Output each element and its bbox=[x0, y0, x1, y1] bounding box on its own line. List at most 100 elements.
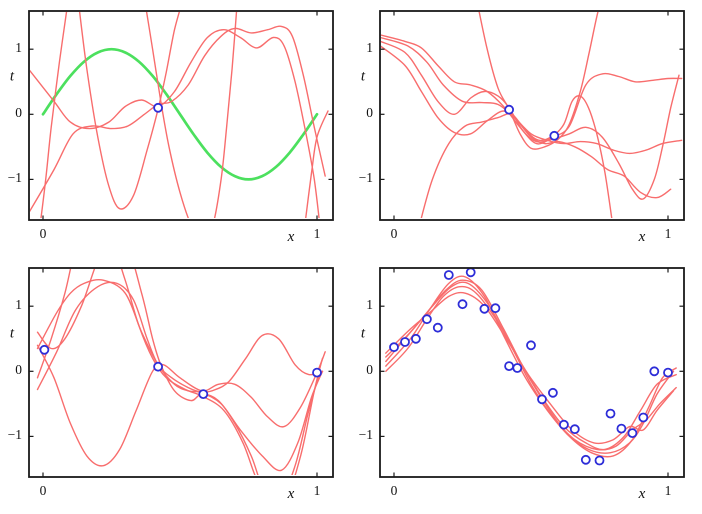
x-axis-label: x bbox=[638, 229, 646, 245]
plot-top-left: 1 0 −1 t 0 1 x bbox=[8, 10, 334, 245]
x-tick-label: 0 bbox=[40, 226, 47, 241]
y-tick-label: 0 bbox=[15, 362, 22, 377]
curves-layer bbox=[30, 12, 329, 218]
sample-curve bbox=[381, 40, 680, 200]
data-point bbox=[616, 423, 627, 434]
sample-curve bbox=[478, 12, 599, 150]
curves-layer bbox=[36, 269, 326, 475]
y-axis-label: t bbox=[10, 68, 15, 84]
sample-curve bbox=[381, 34, 683, 145]
sample-curve bbox=[385, 291, 675, 445]
data-point bbox=[490, 303, 501, 314]
y-tick-label: 1 bbox=[366, 297, 373, 312]
points-layer bbox=[389, 267, 673, 466]
sample-curve bbox=[420, 95, 613, 218]
x-tick-label: 0 bbox=[391, 226, 398, 241]
points-layer bbox=[153, 102, 164, 113]
data-point bbox=[389, 342, 399, 353]
x-tick-label: 1 bbox=[314, 483, 321, 498]
y-tick-label: −1 bbox=[359, 427, 373, 442]
plot-frame bbox=[28, 267, 334, 478]
panel-top-right: 1 0 −1 t 0 1 x bbox=[351, 0, 702, 257]
axis-layer bbox=[380, 268, 684, 477]
plot-top-right: 1 0 −1 t 0 1 x bbox=[359, 10, 685, 245]
y-tick-label: −1 bbox=[359, 170, 373, 185]
sample-curve bbox=[36, 281, 324, 393]
data-point bbox=[569, 424, 580, 435]
sample-curve bbox=[145, 12, 238, 218]
sample-curve bbox=[381, 45, 672, 199]
panel-top-left: 1 0 −1 t 0 1 x bbox=[0, 0, 351, 257]
sample-curve bbox=[381, 36, 683, 155]
truth-curve bbox=[41, 47, 319, 181]
data-point bbox=[504, 104, 515, 115]
y-tick-label: 1 bbox=[366, 40, 373, 55]
data-point bbox=[198, 389, 209, 400]
x-tick-label: 0 bbox=[40, 483, 47, 498]
data-point bbox=[479, 303, 490, 314]
data-point bbox=[443, 270, 454, 280]
y-tick-label: −1 bbox=[8, 427, 22, 442]
plot-frame bbox=[379, 267, 685, 478]
data-point bbox=[594, 455, 605, 466]
axis-layer bbox=[380, 11, 684, 220]
points-layer bbox=[39, 344, 322, 400]
data-point bbox=[663, 367, 673, 378]
data-point bbox=[432, 322, 443, 333]
y-tick-label: 0 bbox=[366, 362, 373, 377]
data-point bbox=[512, 363, 523, 373]
plot-frame bbox=[379, 10, 685, 221]
sample-curve bbox=[40, 12, 68, 218]
data-point bbox=[312, 367, 322, 378]
x-tick-label: 1 bbox=[665, 483, 672, 498]
sample-curve bbox=[36, 344, 326, 467]
sample-curve bbox=[30, 25, 326, 213]
sample-curve bbox=[78, 12, 181, 210]
sample-curve bbox=[36, 278, 324, 472]
x-axis-label: x bbox=[287, 229, 295, 245]
data-point bbox=[627, 428, 638, 439]
data-point bbox=[558, 419, 569, 430]
x-tick-label: 1 bbox=[665, 226, 672, 241]
y-tick-label: −1 bbox=[8, 170, 22, 185]
points-layer bbox=[504, 104, 560, 141]
sample-curve bbox=[305, 110, 329, 218]
data-point bbox=[465, 267, 476, 278]
y-tick-label: 1 bbox=[15, 40, 22, 55]
data-point bbox=[504, 361, 515, 371]
data-point bbox=[580, 454, 591, 465]
curves-layer bbox=[381, 12, 683, 218]
data-point bbox=[537, 394, 547, 405]
data-point bbox=[605, 408, 616, 419]
y-tick-label: 0 bbox=[15, 105, 22, 120]
sample-curve bbox=[36, 269, 324, 475]
data-point bbox=[39, 344, 50, 355]
plot-frame bbox=[28, 10, 334, 221]
data-point bbox=[422, 314, 432, 325]
sample-curve bbox=[30, 28, 320, 218]
y-tick-label: 0 bbox=[366, 105, 373, 120]
sample-curve bbox=[36, 269, 321, 475]
y-axis-label: t bbox=[361, 68, 366, 84]
x-tick-label: 0 bbox=[391, 483, 398, 498]
x-axis-label: x bbox=[287, 486, 295, 502]
data-point bbox=[526, 340, 536, 351]
plot-bottom-left: 1 0 −1 t 0 1 x bbox=[8, 267, 334, 502]
data-point bbox=[638, 412, 649, 423]
data-point bbox=[153, 361, 164, 372]
y-axis-label: t bbox=[10, 325, 15, 341]
data-point bbox=[549, 130, 560, 141]
data-point bbox=[649, 366, 660, 377]
plot-bottom-right: 1 0 −1 t 0 1 x bbox=[359, 267, 685, 502]
data-point bbox=[400, 337, 410, 347]
data-point bbox=[547, 387, 558, 398]
data-point bbox=[457, 299, 468, 310]
y-tick-label: 1 bbox=[15, 297, 22, 312]
data-point bbox=[411, 333, 421, 344]
y-axis-label: t bbox=[361, 325, 366, 341]
x-axis-label: x bbox=[638, 486, 646, 502]
axis-layer bbox=[29, 268, 333, 477]
data-point bbox=[153, 102, 164, 113]
